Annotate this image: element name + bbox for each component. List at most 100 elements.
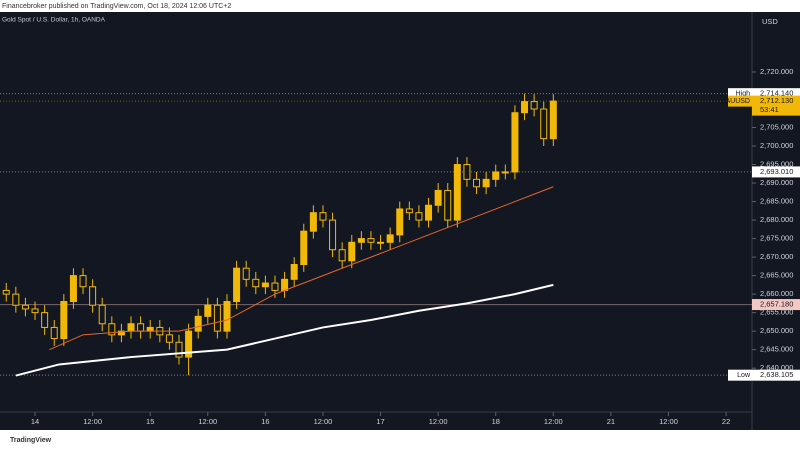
y-tick-label: 2,660.000 bbox=[760, 289, 793, 298]
y-tick-label: 2,645.000 bbox=[760, 345, 793, 354]
x-tick-label: 12:00 bbox=[544, 417, 563, 426]
y-tick-label: 2,720.000 bbox=[760, 67, 793, 76]
x-tick-label: 12:00 bbox=[83, 417, 102, 426]
candle-body bbox=[386, 234, 394, 243]
x-tick-label: 12:00 bbox=[429, 417, 448, 426]
y-tick-label: 2,640.000 bbox=[760, 363, 793, 372]
candle-body bbox=[309, 212, 317, 232]
candle-body bbox=[549, 100, 557, 140]
x-tick-label: 22 bbox=[722, 417, 730, 426]
candle-body bbox=[89, 286, 97, 306]
price-name: High bbox=[736, 91, 751, 98]
candle-body bbox=[41, 312, 49, 328]
candle-body bbox=[473, 178, 481, 188]
x-tick-label: 12:00 bbox=[198, 417, 217, 426]
candle-body bbox=[453, 164, 461, 221]
candle-body bbox=[127, 323, 135, 332]
currency: USD bbox=[762, 17, 778, 26]
candle-body bbox=[338, 249, 346, 262]
moving-average bbox=[15, 283, 554, 377]
candle-body bbox=[98, 304, 106, 325]
x-tick-label: 16 bbox=[261, 417, 269, 426]
price-label: 2,714.140 bbox=[760, 89, 793, 98]
candle-body bbox=[444, 189, 452, 221]
moving-average bbox=[49, 186, 554, 351]
candle-body bbox=[185, 330, 193, 358]
y-tick-label: 2,685.000 bbox=[760, 197, 793, 206]
candle-body bbox=[396, 208, 404, 236]
candle-body bbox=[31, 308, 39, 314]
footer: TradingView bbox=[10, 437, 52, 444]
candle-body bbox=[290, 264, 298, 280]
price-label: 2,712.130 bbox=[760, 96, 793, 105]
y-tick-label: 2,680.000 bbox=[760, 215, 793, 224]
candle-body bbox=[300, 230, 308, 266]
candle-body bbox=[434, 189, 442, 206]
candle-body bbox=[165, 334, 173, 343]
y-tick-label: 2,670.000 bbox=[760, 252, 793, 261]
candle-body bbox=[405, 208, 413, 214]
price-label: 2,638.105 bbox=[760, 370, 793, 379]
candle-body bbox=[175, 341, 183, 358]
price-label-box bbox=[752, 369, 800, 381]
x-tick-label: 12:00 bbox=[314, 417, 333, 426]
candle-body bbox=[319, 212, 327, 221]
price-label-box bbox=[752, 166, 800, 178]
y-tick-label: 2,700.000 bbox=[760, 141, 793, 150]
candle-body bbox=[213, 304, 221, 332]
y-tick-label: 2,705.000 bbox=[760, 122, 793, 131]
candle-body bbox=[501, 171, 509, 174]
candle-body bbox=[281, 278, 289, 291]
candle-body bbox=[377, 241, 385, 244]
candle-body bbox=[492, 171, 500, 180]
price-label: 2,693.010 bbox=[760, 167, 793, 176]
candle-body bbox=[69, 275, 77, 303]
candle-body bbox=[233, 267, 241, 303]
price-name: Low bbox=[737, 372, 751, 379]
candle-body bbox=[425, 204, 433, 221]
candle-body bbox=[348, 241, 356, 262]
price-label: 2,657.180 bbox=[760, 300, 793, 309]
candle-body bbox=[261, 282, 269, 288]
x-tick-label: 18 bbox=[492, 417, 500, 426]
x-tick-label: 21 bbox=[607, 417, 615, 426]
y-tick-label: 2,655.000 bbox=[760, 308, 793, 317]
candle-body bbox=[521, 101, 529, 114]
candle-body bbox=[463, 164, 471, 180]
header: Financebroker published on TradingView.c… bbox=[2, 3, 231, 10]
price-name-box bbox=[728, 95, 752, 107]
price-label-box bbox=[752, 299, 800, 311]
y-tick-label: 2,695.000 bbox=[760, 160, 793, 169]
candle-body bbox=[50, 326, 58, 340]
price-name-box bbox=[728, 88, 752, 100]
x-tick-label: 14 bbox=[31, 417, 39, 426]
y-tick-label: 2,690.000 bbox=[760, 178, 793, 187]
candle-body bbox=[117, 330, 125, 336]
candle-body bbox=[204, 304, 212, 317]
candle-body bbox=[252, 278, 260, 288]
candle-body bbox=[2, 289, 10, 295]
countdown: 53:41 bbox=[760, 105, 779, 114]
y-tick-label: 2,650.000 bbox=[760, 326, 793, 335]
candle-body bbox=[242, 267, 250, 280]
x-tick-label: 15 bbox=[146, 417, 154, 426]
candle-body bbox=[223, 301, 231, 332]
candle-body bbox=[482, 178, 490, 188]
candle-body bbox=[137, 323, 145, 332]
candle-body bbox=[60, 301, 68, 340]
candle-body bbox=[194, 315, 202, 332]
price-label-box bbox=[752, 95, 800, 116]
candle-body bbox=[329, 219, 337, 251]
candle-body bbox=[79, 275, 87, 288]
candle-body bbox=[530, 101, 538, 110]
candle-body bbox=[12, 293, 20, 306]
candle-body bbox=[21, 304, 29, 310]
candle-body bbox=[146, 326, 154, 332]
candle-body bbox=[108, 323, 116, 336]
y-tick-label: 2,675.000 bbox=[760, 234, 793, 243]
candle-body bbox=[511, 112, 519, 173]
price-name-box bbox=[728, 369, 752, 381]
candle-body bbox=[357, 238, 365, 243]
